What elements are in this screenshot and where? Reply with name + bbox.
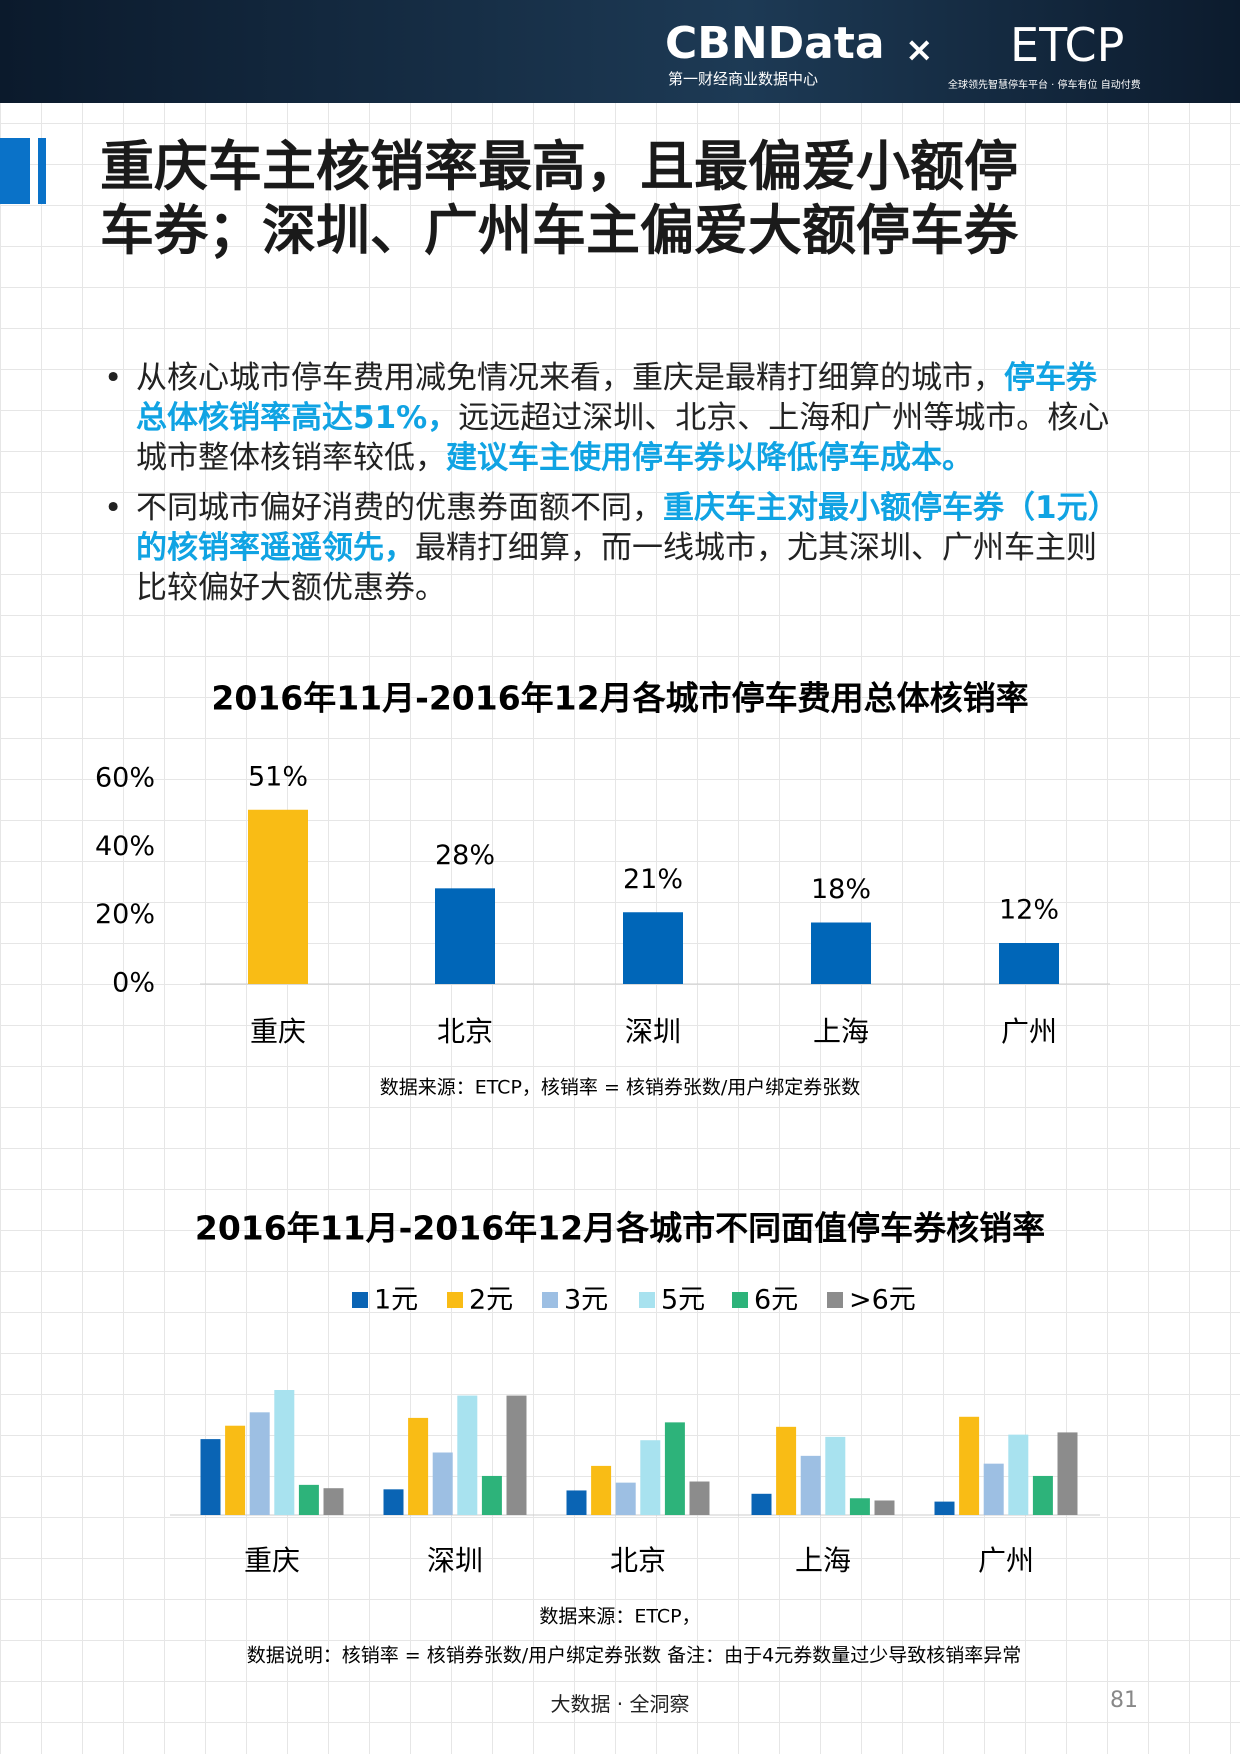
bar <box>751 1493 772 1515</box>
bullet-text: 从核心城市停车费用减免情况来看，重庆是最精打细算的城市， <box>136 360 1004 396</box>
bar <box>432 1452 453 1515</box>
bar <box>248 809 308 984</box>
chart-title: 2016年11月-2016年12月各城市不同面值停车券核销率 <box>195 1209 1045 1248</box>
bar <box>200 1439 221 1515</box>
legend-label: 2元 <box>469 1285 513 1316</box>
y-tick-label: 0% <box>112 968 155 999</box>
legend-swatch <box>542 1292 558 1308</box>
legend-swatch <box>639 1292 655 1308</box>
legend-label: 1元 <box>374 1285 418 1316</box>
bar <box>566 1490 587 1515</box>
source: 数据来源：ETCP，核销率 = 核销券张数/用户绑定券张数 <box>380 1077 861 1099</box>
x-tick-label: 深圳 <box>427 1544 483 1577</box>
bullet-text: 最精打细算，而一线城市，尤其深圳、广州车主则比较偏好大额优惠券。 <box>136 530 1097 606</box>
partner: ETCP <box>1010 18 1125 72</box>
value-label: 28% <box>435 840 495 871</box>
chart-title: 2016年11月-2016年12月各城市停车费用总体核销率 <box>211 679 1028 718</box>
bar <box>1032 1475 1053 1515</box>
bar <box>874 1500 895 1515</box>
bar <box>408 1417 429 1515</box>
x-tick-label: 重庆 <box>250 1015 306 1048</box>
header: CBNData × ETCP 第一财经商业数据中心 全球领先智慧停车平台 · 停… <box>0 0 1240 103</box>
legend-swatch <box>827 1292 843 1308</box>
legend-swatch <box>447 1292 463 1308</box>
bar <box>457 1395 478 1515</box>
bar <box>591 1465 612 1515</box>
legend-label: 6元 <box>754 1285 798 1316</box>
bar <box>274 1390 295 1515</box>
x-tick-label: 北京 <box>610 1544 666 1577</box>
logo-sub: 第一财经商业数据中心 <box>668 70 819 88</box>
bar <box>298 1484 319 1515</box>
value-label: 12% <box>999 895 1059 926</box>
title: 重庆车主核销率最高，且最偏爱小额停 车券；深圳、广州车主偏爱大额停车券 <box>100 135 1018 263</box>
legend-swatch <box>732 1292 748 1308</box>
x-tick-label: 上海 <box>813 1015 869 1048</box>
bar <box>999 943 1059 984</box>
bullet-text: 不同城市偏好消费的优惠券面额不同， <box>136 490 663 526</box>
bar <box>689 1481 710 1515</box>
source: 数据来源：ETCP， <box>539 1606 700 1628</box>
logo: CBNData <box>665 18 885 69</box>
bar <box>623 912 683 984</box>
bullet-text: 重庆车主对最小额停车券（1元）的核销率遥遥领先， <box>136 490 1104 566</box>
accent <box>38 138 46 204</box>
y-tick-label: 40% <box>95 831 155 862</box>
bar <box>1057 1432 1078 1515</box>
bar <box>640 1440 661 1515</box>
bar <box>481 1475 502 1515</box>
legend-swatch <box>352 1292 368 1308</box>
bar <box>383 1489 404 1515</box>
y-tick-label: 60% <box>95 763 155 794</box>
bar <box>959 1416 980 1515</box>
legend-label: 5元 <box>661 1285 705 1316</box>
legend-label: >6元 <box>849 1285 916 1316</box>
page-number: 81 <box>1110 1688 1138 1713</box>
title-line: 车券；深圳、广州车主偏爱大额停车券 <box>100 199 1018 262</box>
bar <box>825 1436 846 1515</box>
bar <box>615 1482 636 1515</box>
value-label: 51% <box>248 761 308 792</box>
bullet-text: 远远超过深圳、北京、上海和广州等城市。核心城市整体核销率较低， <box>136 400 1110 476</box>
bullet-text: 建议车主使用停车券以降低停车成本。 <box>446 440 973 476</box>
bar <box>1008 1434 1029 1515</box>
title-line: 重庆车主核销率最高，且最偏爱小额停 <box>100 135 1018 198</box>
partner-sub: 全球领先智慧停车平台 · 停车有位 自动付费 <box>948 80 1141 91</box>
bar <box>435 888 495 984</box>
x-tick-label: 广州 <box>978 1544 1034 1577</box>
bar <box>849 1498 870 1515</box>
bar <box>225 1425 246 1515</box>
x-tick-label: 深圳 <box>625 1015 681 1048</box>
bullet: 不同城市偏好消费的优惠券面额不同，重庆车主对最小额停车券（1元）的核销率遥遥领先… <box>100 488 1110 608</box>
bar <box>934 1501 955 1515</box>
x-tick-label: 上海 <box>795 1544 851 1577</box>
bar <box>811 922 871 984</box>
bar <box>506 1395 527 1515</box>
x-tick-label: 广州 <box>1001 1015 1057 1048</box>
bar <box>249 1412 270 1515</box>
bar <box>664 1422 685 1515</box>
chart: 2016年11月-2016年12月各城市停车费用总体核销率 0% 20% 40% 60%… <box>95 679 1110 1099</box>
legend-label: 3元 <box>564 1285 608 1316</box>
x-tick-label: 重庆 <box>244 1544 300 1577</box>
y-tick-label: 20% <box>95 899 155 930</box>
x-tick-label: 北京 <box>437 1015 493 1048</box>
accent <box>0 138 30 204</box>
footer-slogan: 大数据 · 全洞察 <box>550 1692 690 1716</box>
bullet: 从核心城市停车费用减免情况来看，重庆是最精打细算的城市，停车券总体核销率高达51… <box>100 358 1110 478</box>
bar <box>983 1463 1004 1515</box>
times: × <box>905 30 934 70</box>
note: 数据说明：核销率 = 核销券张数/用户绑定券张数 备注：由于4元券数量过少导致核… <box>247 1645 1022 1667</box>
value-label: 18% <box>811 874 871 905</box>
chart: 2016年11月-2016年12月各城市不同面值停车券核销率 1元 2元 3元 5元 6元… <box>170 1209 1100 1667</box>
value-label: 21% <box>623 864 683 895</box>
bullet-text: 停车券总体核销率高达51%， <box>136 360 1097 436</box>
bullets: 从核心城市停车费用减免情况来看，重庆是最精打细算的城市，停车券总体核销率高达51… <box>100 358 1110 618</box>
bar <box>323 1488 344 1515</box>
bar <box>776 1426 797 1515</box>
bar <box>800 1455 821 1515</box>
